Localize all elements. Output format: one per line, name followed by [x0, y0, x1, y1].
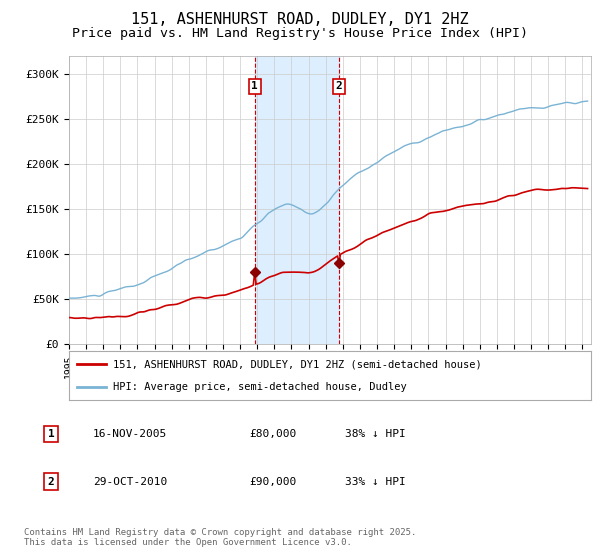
Text: HPI: Average price, semi-detached house, Dudley: HPI: Average price, semi-detached house,… [113, 382, 407, 392]
Text: 151, ASHENHURST ROAD, DUDLEY, DY1 2HZ (semi-detached house): 151, ASHENHURST ROAD, DUDLEY, DY1 2HZ (s… [113, 360, 482, 370]
Text: Price paid vs. HM Land Registry's House Price Index (HPI): Price paid vs. HM Land Registry's House … [72, 27, 528, 40]
Text: 38% ↓ HPI: 38% ↓ HPI [345, 429, 406, 439]
Text: 1: 1 [47, 429, 55, 439]
Text: £80,000: £80,000 [249, 429, 296, 439]
Bar [255, 56, 339, 344]
Text: 29-OCT-2010: 29-OCT-2010 [93, 477, 167, 487]
Text: 151, ASHENHURST ROAD, DUDLEY, DY1 2HZ: 151, ASHENHURST ROAD, DUDLEY, DY1 2HZ [131, 12, 469, 27]
Text: 16-NOV-2005: 16-NOV-2005 [93, 429, 167, 439]
Text: 2: 2 [47, 477, 55, 487]
Text: 2: 2 [335, 81, 343, 91]
Text: Contains HM Land Registry data © Crown copyright and database right 2025.
This d: Contains HM Land Registry data © Crown c… [24, 528, 416, 547]
Text: 1: 1 [251, 81, 258, 91]
Text: 33% ↓ HPI: 33% ↓ HPI [345, 477, 406, 487]
Text: £90,000: £90,000 [249, 477, 296, 487]
